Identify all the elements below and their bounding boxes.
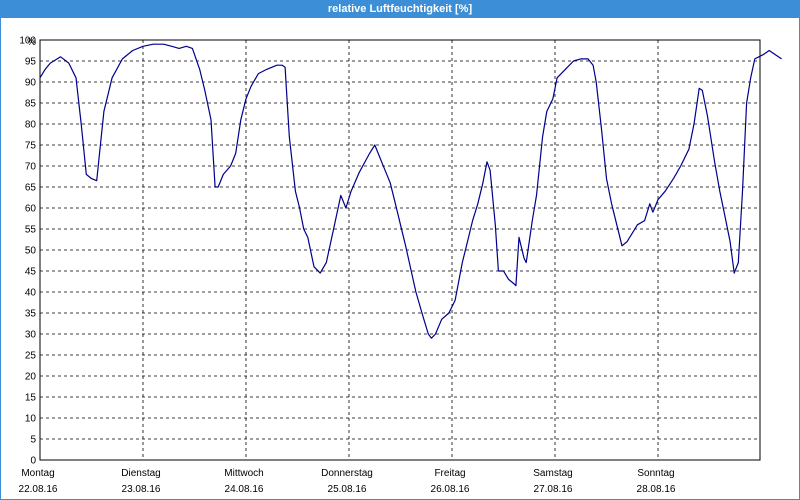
x-tick-day: Samstag — [533, 468, 572, 479]
y-tick-label: 55 — [25, 225, 37, 236]
y-tick-label: 95 — [25, 57, 37, 68]
y-tick-label: 50 — [25, 246, 37, 257]
y-axis-label: % — [27, 37, 36, 48]
x-tick-date: 26.08.16 — [431, 484, 470, 495]
window-title: relative Luftfeuchtigkeit [%] — [0, 0, 800, 18]
x-tick-date: 24.08.16 — [225, 484, 264, 495]
y-tick-label: 40 — [25, 288, 37, 299]
x-tick-date: 28.08.16 — [637, 484, 676, 495]
y-tick-label: 35 — [25, 309, 37, 320]
y-tick-label: 45 — [25, 267, 37, 278]
x-tick-date: 25.08.16 — [328, 484, 367, 495]
humidity-line — [39, 43, 782, 339]
x-tick-date: 22.08.16 — [19, 484, 58, 495]
y-tick-label: 100 — [19, 36, 36, 47]
y-tick-label: 30 — [25, 330, 37, 341]
y-tick-label: 85 — [25, 99, 37, 110]
y-tick-label: 15 — [25, 393, 37, 404]
y-tick-label: 70 — [25, 162, 37, 173]
x-tick-day: Freitag — [434, 468, 465, 479]
x-tick-day: Donnerstag — [321, 468, 373, 479]
y-tick-label: 0 — [30, 456, 36, 467]
y-tick-label: 80 — [25, 120, 37, 131]
x-tick-date: 27.08.16 — [534, 484, 573, 495]
y-tick-label: 20 — [25, 372, 37, 383]
y-tick-label: 5 — [30, 435, 36, 446]
y-tick-label: 75 — [25, 141, 37, 152]
y-tick-label: 60 — [25, 204, 37, 215]
x-tick-date: 23.08.16 — [122, 484, 161, 495]
y-tick-label: 25 — [25, 351, 37, 362]
x-tick-day: Mittwoch — [224, 468, 263, 479]
y-tick-label: 90 — [25, 78, 37, 89]
x-tick-day: Sonntag — [637, 468, 674, 479]
x-tick-day: Montag — [21, 468, 54, 479]
x-tick-day: Dienstag — [121, 468, 160, 479]
y-tick-label: 65 — [25, 183, 37, 194]
y-tick-label: 10 — [25, 414, 37, 425]
